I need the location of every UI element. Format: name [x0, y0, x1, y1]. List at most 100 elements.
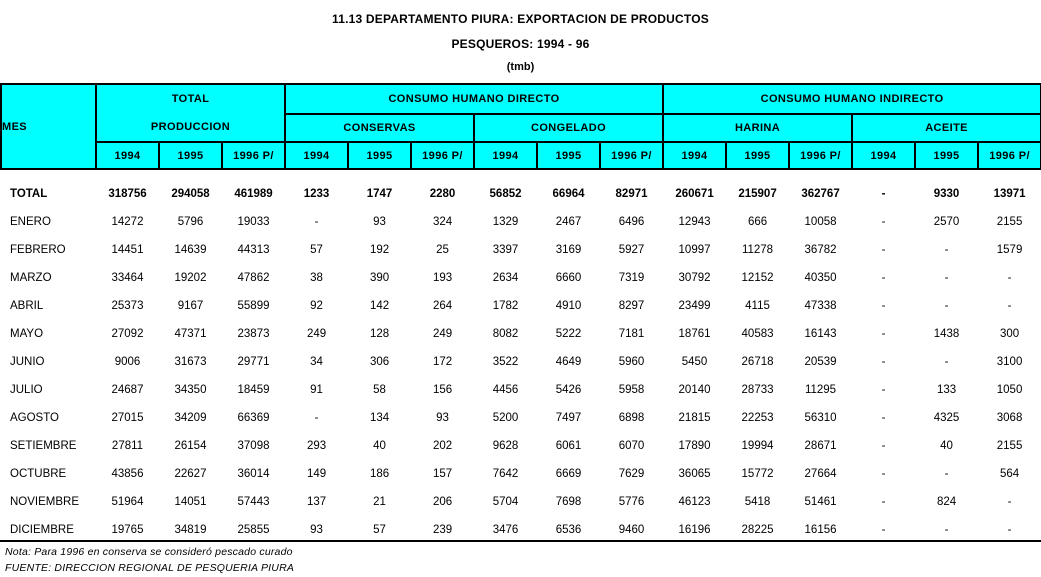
value-cell: 28671 — [804, 440, 837, 452]
row-label: SETIEMBRE — [10, 440, 77, 452]
value-cell: 92 — [310, 300, 323, 312]
title-block: 11.13 DEPARTAMENTO PIURA: EXPORTACION DE… — [0, 0, 1041, 73]
value-cell: 9006 — [114, 356, 141, 368]
value-cell: 18761 — [678, 328, 711, 340]
header-cell-consumo-humano-indirecto: CONSUMO HUMANO INDIRECTO — [662, 83, 1041, 115]
value-cell: 5704 — [492, 496, 519, 508]
value-cell: 19765 — [111, 524, 144, 536]
value-cell: 5958 — [618, 384, 645, 396]
table-row-julio: JULIO 24687 34350 18459 91 58 156 4456 5426 5958 2… — [1, 376, 1041, 404]
table-row-noviembre: NOVIEMBRE 51964 14051 57443 137 21 206 5704 7698… — [1, 488, 1041, 516]
value-cell: - — [881, 244, 886, 256]
value-cell: 149 — [306, 468, 327, 480]
value-cell: 4115 — [745, 300, 770, 312]
value-cell: 172 — [432, 356, 453, 368]
value-cell: 9330 — [933, 188, 960, 200]
table-header: MES TOTAL PRODUCCION CONSUMO HUMANO DIRE… — [0, 83, 1041, 170]
value-cell: 18459 — [237, 384, 270, 396]
value-cell: 5426 — [555, 384, 582, 396]
value-cell: 156 — [432, 384, 453, 396]
header-cell-year: 1996 P/ — [410, 141, 476, 170]
header-cell-year: 1994 — [95, 141, 160, 170]
value-cell: 55899 — [237, 300, 270, 312]
row-label: MARZO — [10, 272, 52, 284]
value-cell: 4910 — [555, 300, 582, 312]
value-cell: 34350 — [174, 384, 207, 396]
value-cell: - — [944, 524, 949, 536]
value-cell: 3476 — [492, 524, 519, 536]
value-cell: 3068 — [996, 412, 1023, 424]
value-cell: 142 — [369, 300, 390, 312]
value-cell: 206 — [432, 496, 453, 508]
value-cell: 6660 — [555, 272, 582, 284]
value-cell: - — [944, 468, 949, 480]
row-label: DICIEMBRE — [10, 524, 74, 536]
table-row-octubre: OCTUBRE 43856 22627 36014 149 186 157 7642 6669 7… — [1, 460, 1041, 488]
value-cell: 362767 — [801, 188, 840, 200]
value-cell: - — [944, 244, 949, 256]
value-cell: 16156 — [804, 524, 837, 536]
header-cell-aceite: ACEITE — [851, 113, 1041, 143]
value-cell: 9167 — [177, 300, 204, 312]
value-cell: 36782 — [804, 244, 837, 256]
value-cell: 21815 — [678, 412, 711, 424]
header-cell-year: 1996 P/ — [788, 141, 854, 170]
value-cell: 249 — [432, 328, 453, 340]
page-title: 11.13 DEPARTAMENTO PIURA: EXPORTACION DE… — [332, 12, 709, 26]
value-cell: - — [1007, 524, 1012, 536]
value-cell: 3100 — [996, 356, 1023, 368]
value-cell: 57 — [310, 244, 323, 256]
row-label: NOVIEMBRE — [10, 496, 80, 508]
header-total-line1: TOTAL — [171, 93, 210, 105]
header-cell-mes: MES — [0, 83, 97, 170]
value-cell: 390 — [369, 272, 390, 284]
value-cell: 14272 — [111, 216, 144, 228]
value-cell: 36014 — [237, 468, 270, 480]
value-cell: 2570 — [933, 216, 960, 228]
value-cell: 215907 — [738, 188, 777, 200]
row-label: JUNIO — [10, 356, 45, 368]
value-cell: 14051 — [174, 496, 207, 508]
value-cell: 40 — [373, 440, 386, 452]
row-label: JULIO — [10, 384, 43, 396]
header-cell-year: 1996 P/ — [599, 141, 665, 170]
value-cell: 6898 — [618, 412, 645, 424]
table-row-enero: ENERO 14272 5796 19033 - 93 324 1329 2467 6496 129… — [1, 208, 1041, 236]
value-cell: 27092 — [111, 328, 144, 340]
value-cell: 2467 — [555, 216, 582, 228]
value-cell: 24687 — [111, 384, 144, 396]
spacer-row — [1, 169, 1041, 180]
value-cell: 7319 — [618, 272, 645, 284]
value-cell: 16143 — [804, 328, 837, 340]
value-cell: 40583 — [741, 328, 774, 340]
header-cell-year: 1994 — [662, 141, 728, 170]
footer-divider — [0, 540, 1041, 542]
header-cell-year: 1995 — [158, 141, 223, 170]
export-table: MES TOTAL PRODUCCION CONSUMO HUMANO DIRE… — [0, 83, 1041, 544]
value-cell: 1329 — [492, 216, 519, 228]
value-cell: 93 — [310, 524, 323, 536]
value-cell: 26718 — [741, 356, 774, 368]
table-row-marzo: MARZO 33464 19202 47862 38 390 193 2634 6660 7319… — [1, 264, 1041, 292]
value-cell: 51461 — [804, 496, 837, 508]
value-cell: 461989 — [234, 188, 273, 200]
value-cell: 318756 — [108, 188, 147, 200]
value-cell: 19202 — [174, 272, 207, 284]
value-cell: 19994 — [741, 440, 774, 452]
row-label: MAYO — [10, 328, 44, 340]
value-cell: 193 — [432, 272, 453, 284]
value-cell: 186 — [369, 468, 390, 480]
value-cell: 2280 — [429, 188, 456, 200]
value-cell: - — [881, 188, 886, 200]
value-cell: - — [944, 356, 949, 368]
header-cell-year: 1995 — [914, 141, 980, 170]
value-cell: 10058 — [804, 216, 837, 228]
table-row-diciembre: DICIEMBRE 19765 34819 25855 93 57 239 3476 6536 9… — [1, 516, 1041, 544]
value-cell: 28225 — [741, 524, 774, 536]
value-cell: 16196 — [678, 524, 711, 536]
value-cell: 56310 — [804, 412, 837, 424]
value-cell: 40350 — [804, 272, 837, 284]
value-cell: 260671 — [675, 188, 714, 200]
value-cell: - — [881, 496, 886, 508]
value-cell: 22253 — [741, 412, 774, 424]
